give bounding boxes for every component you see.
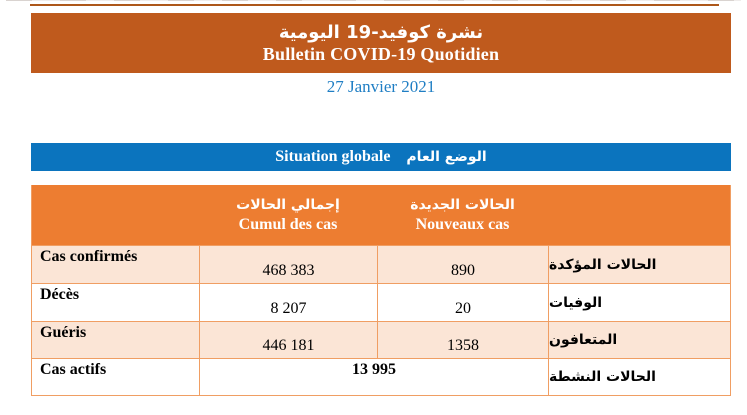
cas-actifs-value: 13 995 — [199, 359, 548, 395]
header-cumul-arabic: إجمالي الحالات — [236, 196, 340, 213]
page-title-french: Bulletin COVID-19 Quotidien — [262, 43, 500, 64]
table-header-row: إجمالي الحالات Cumul des cas الحالات الج… — [32, 185, 730, 245]
section-title-french: Situation globale — [275, 148, 391, 165]
nouveaux-value: 20 — [377, 284, 548, 321]
bulletin-date: 27 Janvier 2021 — [326, 77, 436, 96]
page-title-arabic: نشرة كوفيد-19 اليومية — [278, 21, 484, 43]
header-cell-cumul: إجمالي الحالات Cumul des cas — [199, 185, 377, 245]
table-row-gueris: Guéris 446 181 1358 المتعافون — [32, 321, 730, 358]
header-cell-empty-left — [32, 185, 199, 245]
page-top-faint-line — [6, 0, 741, 1]
covid-stats-table: إجمالي الحالات Cumul des cas الحالات الج… — [31, 185, 731, 396]
page-top-rule — [30, 4, 719, 6]
row-label-french: Décès — [40, 286, 80, 303]
cumul-value: 468 383 — [199, 246, 377, 283]
header-cell-empty-right — [548, 185, 730, 245]
header-cell-nouveaux: الحالات الجديدة Nouveaux cas — [377, 185, 548, 245]
header-nouveaux-arabic: الحالات الجديدة — [410, 196, 515, 213]
section-title-arabic: الوضع العام — [406, 149, 487, 165]
table-row-cas-confirmes: Cas confirmés 468 383 890 الحالات المؤكد… — [32, 245, 730, 283]
row-label-french: Guéris — [40, 324, 87, 341]
nouveaux-value: 1358 — [377, 322, 548, 358]
row-label-french: Cas confirmés — [40, 248, 138, 265]
section-bar-global-situation: Situation globale الوضع العام — [31, 143, 731, 171]
row-label-french: Cas actifs — [40, 361, 107, 378]
row-label-arabic: الحالات النشطة — [548, 359, 730, 395]
title-banner: نشرة كوفيد-19 اليومية Bulletin COVID-19 … — [31, 13, 731, 73]
row-label-arabic: المتعافون — [548, 322, 730, 358]
row-label-arabic: الوفيات — [548, 284, 730, 321]
header-nouveaux-french: Nouveaux cas — [415, 215, 510, 233]
table-row-deces: Décès 8 207 20 الوفيات — [32, 283, 730, 321]
row-label-arabic: الحالات المؤكدة — [548, 246, 730, 283]
table-row-cas-actifs: Cas actifs 13 995 الحالات النشطة — [32, 358, 730, 395]
nouveaux-value: 890 — [377, 246, 548, 283]
header-cumul-french: Cumul des cas — [238, 215, 338, 233]
cumul-value: 8 207 — [199, 284, 377, 321]
cumul-value: 446 181 — [199, 322, 377, 358]
